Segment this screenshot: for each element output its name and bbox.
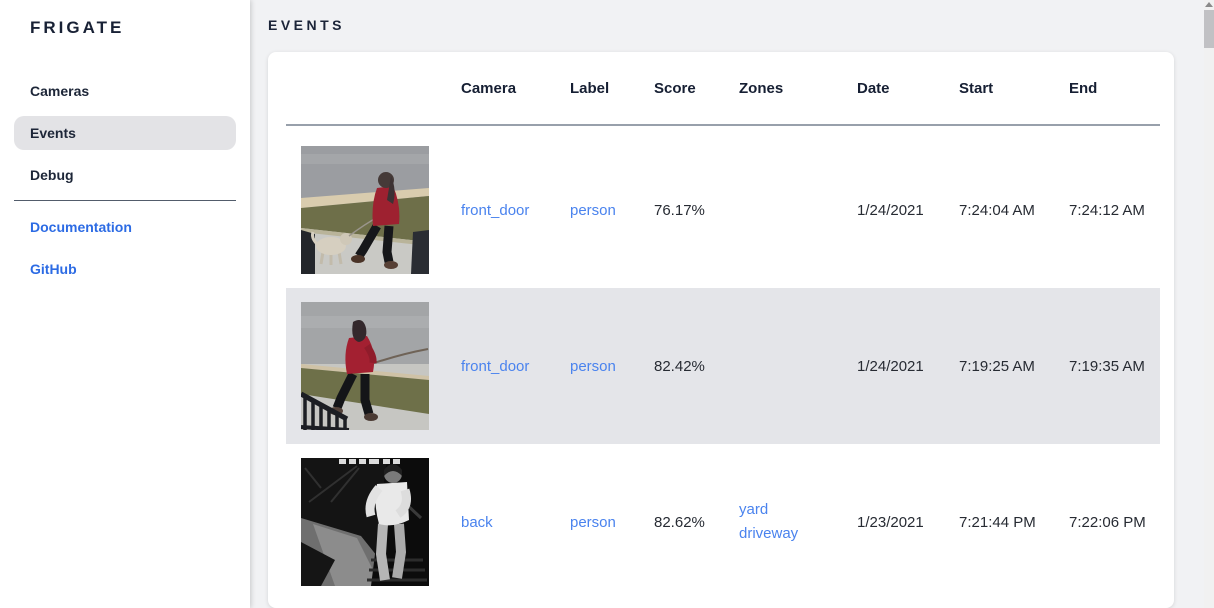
event-date: 1/23/2021 <box>857 513 924 531</box>
event-row[interactable]: front_door person 82.42% 1/24/2021 7:19:… <box>286 288 1160 444</box>
column-header-camera: Camera <box>461 79 517 97</box>
table-body: front_door person 76.17% 1/24/2021 7:24:… <box>286 132 1160 600</box>
event-end-time: 7:19:35 AM <box>1069 357 1145 375</box>
event-start-time: 7:21:44 PM <box>959 513 1036 531</box>
event-camera-link[interactable]: back <box>461 513 493 531</box>
column-header-start: Start <box>959 79 994 97</box>
main-content: EVENTS Camera Label Score Zones Date Sta… <box>250 0 1214 608</box>
event-thumbnail[interactable] <box>301 302 429 430</box>
sidebar-link-documentation[interactable]: Documentation <box>0 210 250 244</box>
column-header-score: Score <box>654 79 696 97</box>
event-camera-link[interactable]: front_door <box>461 357 530 375</box>
event-thumbnail-cell <box>286 458 461 586</box>
event-label-link[interactable]: person <box>570 201 616 219</box>
event-row[interactable]: back person 82.62% yard driveway 1/23/20… <box>286 444 1160 600</box>
event-thumbnail-cell <box>286 146 461 274</box>
scrollbar[interactable] <box>1204 0 1214 608</box>
sidebar-item-label: Events <box>30 125 76 141</box>
scroll-up-icon[interactable] <box>1205 2 1213 7</box>
sidebar-link-label: GitHub <box>30 261 77 277</box>
event-start-time: 7:19:25 AM <box>959 357 1035 375</box>
scrollbar-thumb[interactable] <box>1204 10 1214 48</box>
sidebar-item-label: Cameras <box>30 83 90 99</box>
sidebar-link-label: Documentation <box>30 219 132 235</box>
column-header-date: Date <box>857 79 890 97</box>
event-date: 1/24/2021 <box>857 357 924 375</box>
event-label-link[interactable]: person <box>570 513 616 531</box>
column-header-label: Label <box>570 79 610 97</box>
sidebar-link-github[interactable]: GitHub <box>0 252 250 286</box>
event-date: 1/24/2021 <box>857 201 924 219</box>
event-camera-link[interactable]: front_door <box>461 201 530 219</box>
event-end-time: 7:22:06 PM <box>1069 513 1146 531</box>
events-table-card: Camera Label Score Zones Date Start End <box>268 52 1174 608</box>
column-header-end: End <box>1069 79 1098 97</box>
event-start-time: 7:24:04 AM <box>959 201 1035 219</box>
sidebar-item-debug[interactable]: Debug <box>14 158 236 192</box>
event-thumbnail[interactable] <box>301 146 429 274</box>
event-score: 82.62% <box>654 513 705 531</box>
event-zone-link[interactable]: driveway <box>739 525 799 542</box>
event-end-time: 7:24:12 AM <box>1069 201 1145 219</box>
event-thumbnail[interactable] <box>301 458 429 586</box>
table-header-row: Camera Label Score Zones Date Start End <box>286 52 1160 126</box>
sidebar: FRIGATE Cameras Events Debug Documentati… <box>0 0 250 608</box>
sidebar-item-cameras[interactable]: Cameras <box>14 74 236 108</box>
app-title: FRIGATE <box>30 18 125 37</box>
event-thumbnail-cell <box>286 302 461 430</box>
event-label-link[interactable]: person <box>570 357 616 375</box>
column-header-zones: Zones <box>739 79 784 97</box>
event-score: 76.17% <box>654 201 705 219</box>
sidebar-item-label: Debug <box>30 167 74 183</box>
sidebar-item-events[interactable]: Events <box>14 116 236 150</box>
event-zone-link[interactable]: yard <box>739 501 769 518</box>
event-row[interactable]: front_door person 76.17% 1/24/2021 7:24:… <box>286 132 1160 288</box>
event-zones: yard driveway <box>739 498 857 546</box>
sidebar-divider <box>14 200 236 201</box>
page-title: EVENTS <box>268 17 346 33</box>
event-score: 82.42% <box>654 357 705 375</box>
